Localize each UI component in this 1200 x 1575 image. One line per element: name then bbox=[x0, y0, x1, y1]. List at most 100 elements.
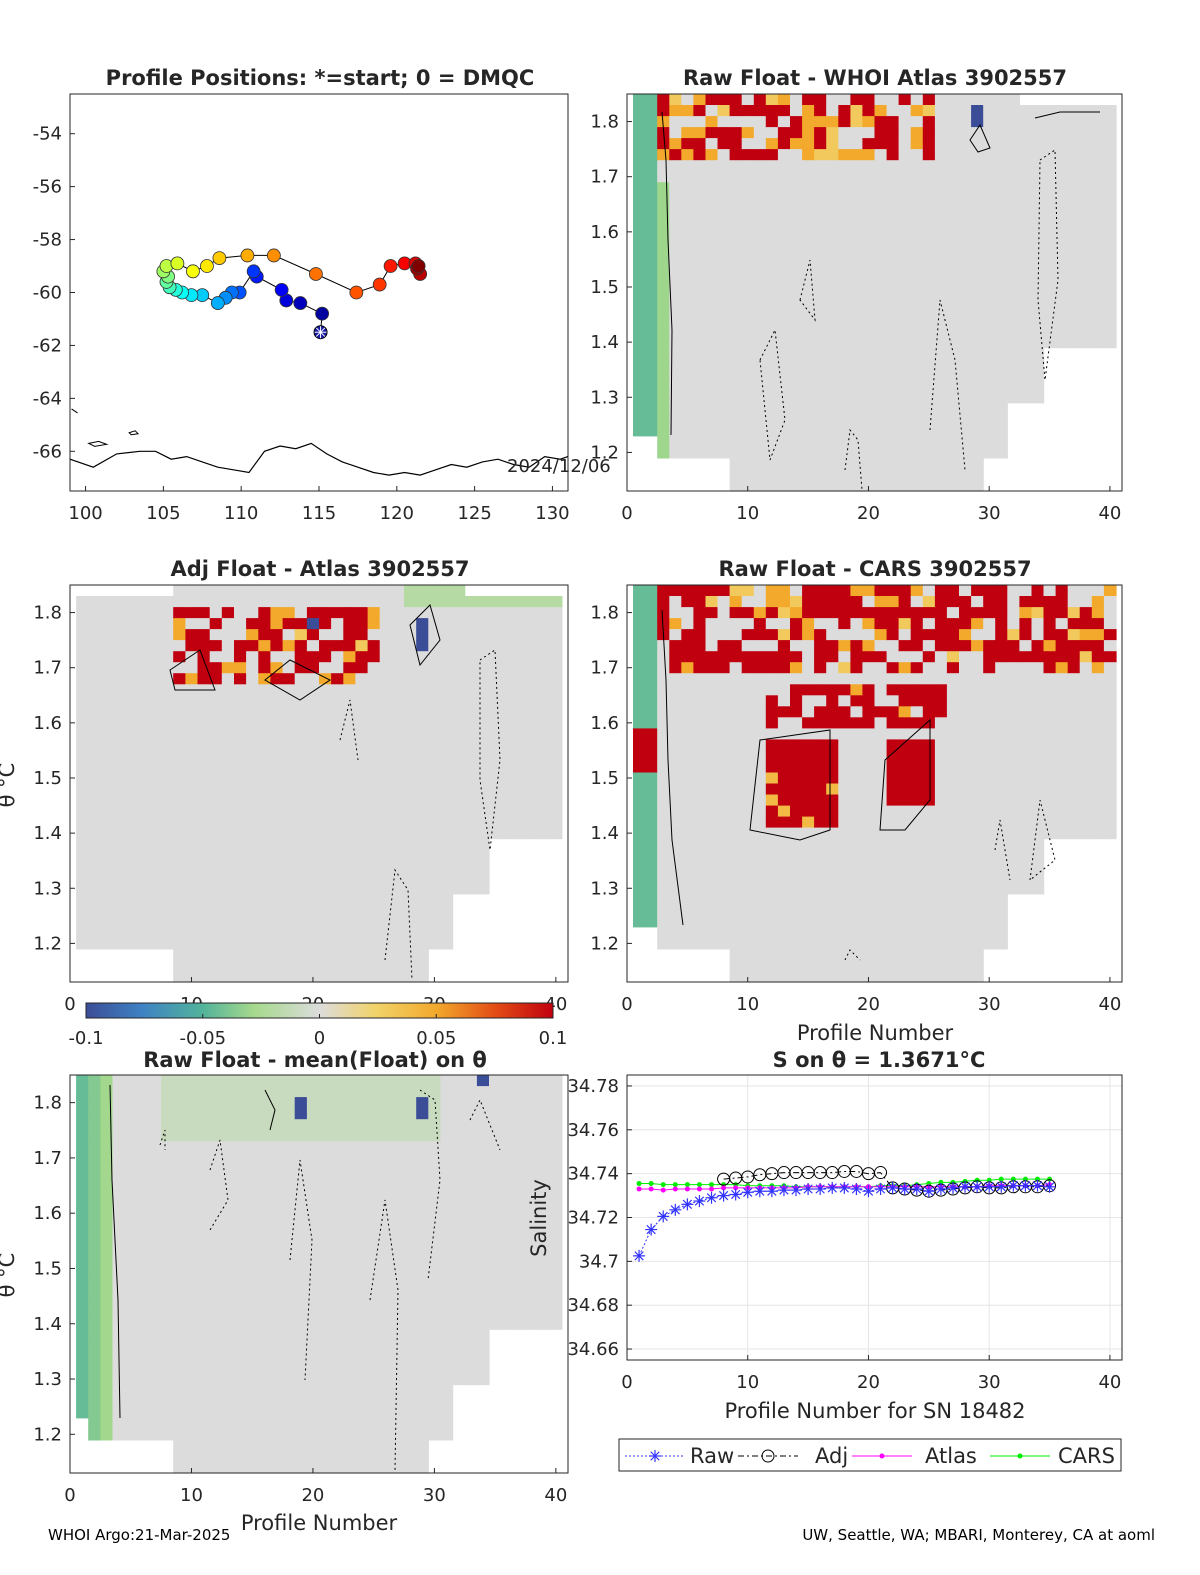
heatmap-cell bbox=[777, 116, 791, 128]
heatmap-cell bbox=[910, 105, 924, 117]
heatmap-cell bbox=[874, 640, 888, 652]
heatmap-cell bbox=[717, 695, 731, 707]
heatmap-cell bbox=[464, 838, 478, 851]
heatmap-cell bbox=[934, 849, 948, 862]
heatmap-cell bbox=[452, 739, 466, 751]
heatmap-cell bbox=[355, 1108, 369, 1120]
heatmap-cell bbox=[862, 640, 876, 652]
heatmap-cell bbox=[246, 1461, 259, 1474]
heatmap-cell bbox=[1007, 750, 1020, 762]
heatmap-cell bbox=[234, 739, 247, 751]
heatmap-cell bbox=[946, 838, 960, 851]
heatmap-cell bbox=[1019, 149, 1033, 161]
heatmap-cell bbox=[258, 1450, 271, 1463]
heatmap-cell bbox=[1055, 138, 1069, 150]
heatmap-cell bbox=[862, 937, 876, 950]
heatmap-cell bbox=[246, 651, 259, 663]
heatmap-cell bbox=[681, 435, 694, 448]
heatmap-cell bbox=[319, 1406, 332, 1419]
heatmap-cell bbox=[428, 706, 441, 718]
heatmap-cell bbox=[741, 761, 755, 773]
heatmap-cell bbox=[246, 706, 259, 718]
heatmap-cell bbox=[88, 1274, 101, 1286]
heatmap-cell bbox=[391, 651, 405, 663]
heatmap-cell bbox=[464, 618, 478, 630]
heatmap-cell bbox=[1079, 695, 1093, 707]
heatmap-cell bbox=[513, 728, 526, 740]
colorbar-tick-label: -0.1 bbox=[68, 1028, 103, 1049]
heatmap-cell bbox=[657, 761, 670, 773]
start-star bbox=[315, 327, 326, 337]
heatmap-cell bbox=[88, 1362, 101, 1375]
heatmap-cell bbox=[946, 116, 960, 128]
heatmap-cell bbox=[149, 1229, 162, 1242]
heatmap-cell bbox=[971, 783, 984, 796]
heatmap-cell bbox=[1091, 292, 1105, 305]
heatmap-cell bbox=[124, 805, 138, 818]
heatmap-cell bbox=[1007, 607, 1020, 619]
heatmap-cell bbox=[995, 871, 1008, 884]
heatmap-cell bbox=[464, 739, 478, 751]
heatmap-cell bbox=[874, 662, 888, 674]
heatmap-cell bbox=[319, 783, 332, 796]
heatmap-cell bbox=[693, 204, 707, 216]
heatmap-cell bbox=[476, 783, 490, 796]
heatmap-cell bbox=[282, 761, 296, 773]
heatmap-cell bbox=[416, 893, 429, 906]
heatmap-cell bbox=[136, 1152, 150, 1165]
heatmap-cell bbox=[729, 480, 743, 492]
heatmap-cell bbox=[753, 138, 767, 150]
ytick-label: 1.8 bbox=[33, 603, 62, 624]
heatmap-cell bbox=[886, 607, 900, 619]
contour-line bbox=[661, 609, 684, 926]
heatmap-cell bbox=[379, 1075, 393, 1087]
heatmap-cell bbox=[874, 292, 888, 305]
heatmap-cell bbox=[88, 1262, 101, 1275]
heatmap-cell bbox=[294, 1417, 308, 1430]
heatmap-cell bbox=[112, 1274, 126, 1286]
heatmap-cell bbox=[850, 314, 864, 327]
heatmap-cell bbox=[112, 838, 126, 851]
heatmap-cell bbox=[306, 849, 320, 862]
heatmap-cell bbox=[910, 325, 924, 338]
heatmap-cell bbox=[100, 1174, 114, 1187]
heatmap-cell bbox=[161, 1130, 174, 1142]
heatmap-cell bbox=[826, 182, 839, 194]
heatmap-cell bbox=[862, 347, 876, 360]
heatmap-cell bbox=[959, 827, 972, 840]
heatmap-cell bbox=[729, 270, 743, 282]
heatmap-cell bbox=[331, 750, 344, 762]
heatmap-cell bbox=[886, 728, 900, 740]
heatmap-cell bbox=[934, 380, 948, 393]
heatmap-cell bbox=[959, 596, 972, 608]
heatmap-cell bbox=[234, 860, 247, 873]
heatmap-cell bbox=[669, 292, 682, 305]
raw-cars-title: Raw Float - CARS 3902557 bbox=[718, 557, 1031, 581]
heatmap-cell bbox=[765, 149, 779, 161]
heatmap-cell bbox=[112, 662, 126, 674]
heatmap-cell bbox=[777, 127, 791, 139]
heatmap-cell bbox=[306, 1307, 320, 1319]
heatmap-cell bbox=[282, 1417, 296, 1430]
heatmap-cell bbox=[862, 618, 876, 630]
heatmap-cell bbox=[946, 303, 960, 316]
heatmap-cell bbox=[221, 816, 235, 829]
heatmap-cell bbox=[331, 761, 344, 773]
heatmap-cell bbox=[910, 457, 924, 470]
heatmap-cell bbox=[1055, 193, 1069, 205]
heatmap-cell bbox=[124, 849, 138, 862]
heatmap-cell bbox=[88, 893, 101, 906]
heatmap-cell bbox=[331, 1152, 344, 1165]
heatmap-cell bbox=[934, 651, 948, 663]
heatmap-cell bbox=[633, 761, 646, 773]
heatmap-cell bbox=[862, 457, 876, 470]
heatmap-cell bbox=[282, 651, 296, 663]
heatmap-cell bbox=[209, 1119, 223, 1131]
heatmap-cell bbox=[922, 435, 936, 448]
heatmap-cell bbox=[549, 629, 563, 641]
heatmap-cell bbox=[185, 717, 199, 729]
heatmap-cell bbox=[826, 248, 839, 260]
heatmap-cell bbox=[112, 816, 126, 829]
heatmap-cell bbox=[814, 314, 827, 327]
heatmap-cell bbox=[874, 182, 888, 194]
